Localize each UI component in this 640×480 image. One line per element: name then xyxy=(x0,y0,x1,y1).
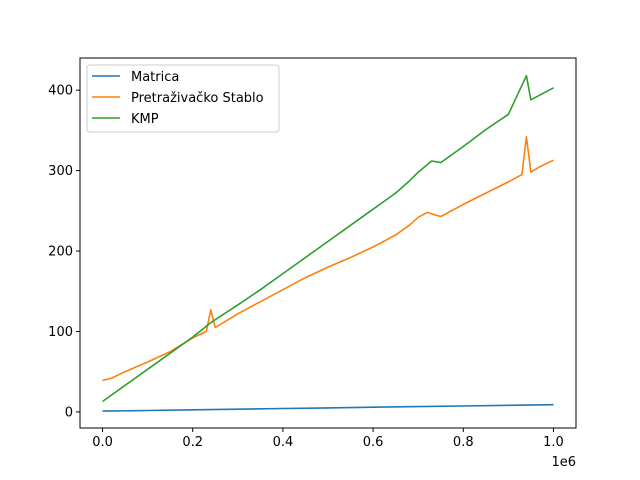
x-tick-label: 0.6 xyxy=(363,435,384,450)
x-tick-label: 0.0 xyxy=(92,435,113,450)
plot-lines xyxy=(102,74,554,412)
x-axis: 0.0 0.2 0.4 0.6 0.8 1.0 xyxy=(92,428,564,450)
x-tick-label: 1.0 xyxy=(543,435,564,450)
x-tick-label: 0.4 xyxy=(273,435,294,450)
legend: Matrica Pretraživačko Stablo KMP xyxy=(86,64,280,133)
series-line-0 xyxy=(102,403,554,412)
legend-box xyxy=(86,64,280,133)
legend-label: Pretraživačko Stablo xyxy=(131,91,264,106)
x-tick-label: 0.8 xyxy=(453,435,474,450)
x-tick-label: 0.2 xyxy=(182,435,203,450)
y-tick-label: 300 xyxy=(48,164,73,179)
y-axis: 0 100 200 300 400 xyxy=(48,84,80,420)
legend-label: Matrica xyxy=(131,70,179,85)
x-offset-text: 1e6 xyxy=(551,455,576,470)
y-tick-label: 0 xyxy=(65,405,73,420)
y-tick-label: 400 xyxy=(48,84,73,99)
legend-label: KMP xyxy=(131,112,159,127)
series-line-2 xyxy=(102,74,554,403)
plot-frame xyxy=(79,57,577,429)
y-tick-label: 200 xyxy=(48,245,73,260)
y-tick-label: 100 xyxy=(48,325,73,340)
